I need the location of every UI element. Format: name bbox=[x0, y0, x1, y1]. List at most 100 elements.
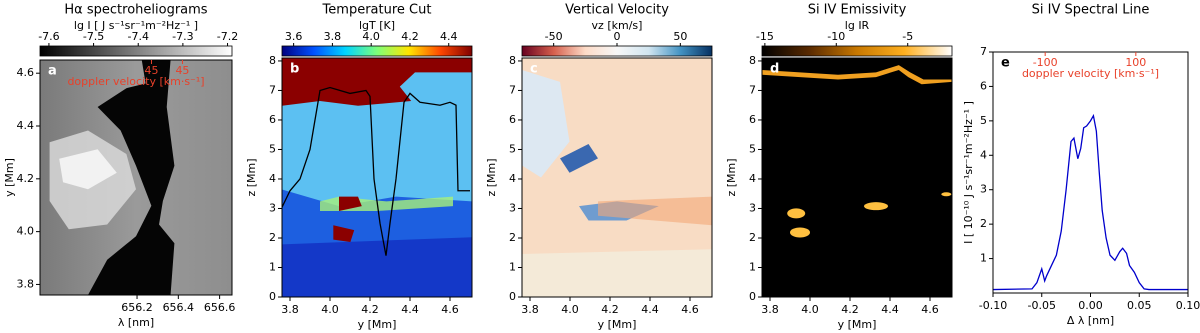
y-tick-label: 4 bbox=[980, 148, 987, 161]
image bbox=[790, 227, 810, 238]
y-tick-label: 3 bbox=[269, 201, 276, 214]
y-tick-label: 4.4 bbox=[17, 119, 35, 132]
y-tick-label: 2 bbox=[269, 231, 276, 244]
colorbar-tick-label: -7.4 bbox=[127, 30, 148, 43]
plot-frame bbox=[521, 57, 713, 298]
x-tick-label: -0.05 bbox=[1028, 299, 1056, 312]
x-tick-label: 4.0 bbox=[321, 303, 339, 316]
y-tick-label: 2 bbox=[980, 217, 987, 230]
panel-letter: e bbox=[1001, 56, 1010, 71]
y-axis-label: y [Mm] bbox=[3, 158, 16, 197]
x-tick-label: 656.6 bbox=[204, 301, 236, 314]
x-axis-label: y [Mm] bbox=[838, 318, 877, 331]
x-tick-label: 4.2 bbox=[601, 303, 619, 316]
x-tick-label: 4.2 bbox=[841, 303, 859, 316]
y-tick-label: 3 bbox=[980, 183, 987, 196]
x-tick-label: 4.6 bbox=[441, 303, 459, 316]
y-tick-label: 2 bbox=[509, 231, 516, 244]
x-tick-label: 4.2 bbox=[361, 303, 379, 316]
y-tick-label: 5 bbox=[980, 114, 987, 127]
image bbox=[522, 69, 570, 178]
colorbar bbox=[39, 45, 233, 57]
panel-letter: d bbox=[770, 62, 779, 77]
y-tick-label: 5 bbox=[269, 142, 276, 155]
x-tick-label: 4.6 bbox=[681, 303, 699, 316]
colorbar-tick-label: -7.6 bbox=[38, 30, 59, 43]
colorbar-tick-label: 3.8 bbox=[324, 30, 342, 43]
plot-area bbox=[993, 113, 1188, 291]
image bbox=[522, 249, 712, 297]
x-tick-label: 3.8 bbox=[761, 303, 779, 316]
image bbox=[787, 208, 806, 219]
x2-axis-label: doppler velocity [km·s⁻¹] bbox=[67, 75, 204, 88]
x-tick-label: 4.4 bbox=[641, 303, 659, 316]
y-tick-label: 5 bbox=[509, 142, 516, 155]
panel-title: Hα spectroheliograms bbox=[64, 3, 207, 18]
plot-area bbox=[282, 58, 472, 297]
colorbar-tick-label: -7.2 bbox=[217, 30, 238, 43]
image bbox=[762, 58, 952, 297]
image bbox=[282, 58, 472, 106]
y-tick-label: 0 bbox=[509, 290, 516, 303]
x-tick-label: -0.10 bbox=[979, 299, 1007, 312]
x2-tick-label: 45 bbox=[175, 64, 189, 77]
y-tick-label: 7 bbox=[269, 83, 276, 96]
x-tick-label: 3.8 bbox=[281, 303, 299, 316]
x-axis-label: y [Mm] bbox=[358, 318, 397, 331]
y-tick-label: 4.6 bbox=[17, 66, 35, 79]
panel-title: Vertical Velocity bbox=[565, 3, 669, 18]
image bbox=[762, 65, 952, 85]
image bbox=[864, 202, 888, 211]
colorbar-tick-label: -15 bbox=[756, 30, 774, 43]
image bbox=[941, 192, 952, 197]
y-tick-label: 1 bbox=[749, 260, 756, 273]
x2-tick-label: -100 bbox=[1033, 56, 1058, 69]
panel-title: Si IV Emissivity bbox=[808, 3, 907, 18]
y-tick-label: 4 bbox=[269, 172, 276, 185]
x2-tick-label: 45 bbox=[144, 64, 158, 77]
y-tick-label: 3 bbox=[509, 201, 516, 214]
colorbar bbox=[761, 45, 953, 57]
image bbox=[333, 225, 355, 243]
y-tick-label: 0 bbox=[269, 290, 276, 303]
y-tick-label: 2 bbox=[749, 231, 756, 244]
y-axis-label: I [ 10⁻¹⁰ J s⁻¹sr⁻¹m⁻²Hz⁻¹ ] bbox=[962, 101, 975, 244]
colorbar-tick-label: 4.2 bbox=[401, 30, 419, 43]
x-tick-label: 0.05 bbox=[1127, 299, 1152, 312]
y-tick-label: 6 bbox=[980, 79, 987, 92]
x2-axis-label: doppler velocity [km·s⁻¹] bbox=[1022, 67, 1159, 80]
plot-frame bbox=[992, 51, 1189, 294]
y-tick-label: 8 bbox=[749, 54, 756, 67]
colorbar-tick-label: -7.3 bbox=[172, 30, 193, 43]
colorbar-label: lg I [ J s⁻¹sr⁻¹m⁻²Hz⁻¹ ] bbox=[74, 19, 198, 32]
y-tick-label: 7 bbox=[980, 45, 987, 58]
panel-letter: a bbox=[48, 64, 57, 79]
y-tick-label: 7 bbox=[509, 83, 516, 96]
y-tick-label: 6 bbox=[749, 113, 756, 126]
y-axis-label: z [Mm] bbox=[245, 158, 258, 196]
x-axis-label: y [Mm] bbox=[598, 318, 637, 331]
x-tick-label: 0.10 bbox=[1176, 299, 1200, 312]
y-tick-label: 0 bbox=[749, 290, 756, 303]
colorbar-label: lgT [K] bbox=[359, 19, 395, 32]
plot-area bbox=[522, 58, 712, 297]
y-tick-label: 4.0 bbox=[17, 225, 35, 238]
x-axis-label: Δ λ [nm] bbox=[1067, 314, 1114, 327]
line bbox=[282, 86, 470, 256]
x-tick-label: 4.4 bbox=[401, 303, 419, 316]
x-axis-label: λ [nm] bbox=[118, 316, 154, 329]
colorbar bbox=[281, 45, 473, 57]
panel-letter: c bbox=[530, 62, 538, 77]
colorbar-label: lg IR bbox=[845, 19, 870, 32]
y-tick-label: 6 bbox=[509, 113, 516, 126]
colorbar-tick-label: -7.5 bbox=[83, 30, 104, 43]
y-tick-label: 4 bbox=[749, 172, 756, 185]
colorbar-tick-label: 4.0 bbox=[362, 30, 380, 43]
y-tick-label: 1 bbox=[509, 260, 516, 273]
y-tick-label: 1 bbox=[269, 260, 276, 273]
x-tick-label: 4.6 bbox=[921, 303, 939, 316]
plot-frame bbox=[39, 59, 233, 296]
colorbar-tick-label: 4.4 bbox=[440, 30, 458, 43]
y-tick-label: 6 bbox=[269, 113, 276, 126]
